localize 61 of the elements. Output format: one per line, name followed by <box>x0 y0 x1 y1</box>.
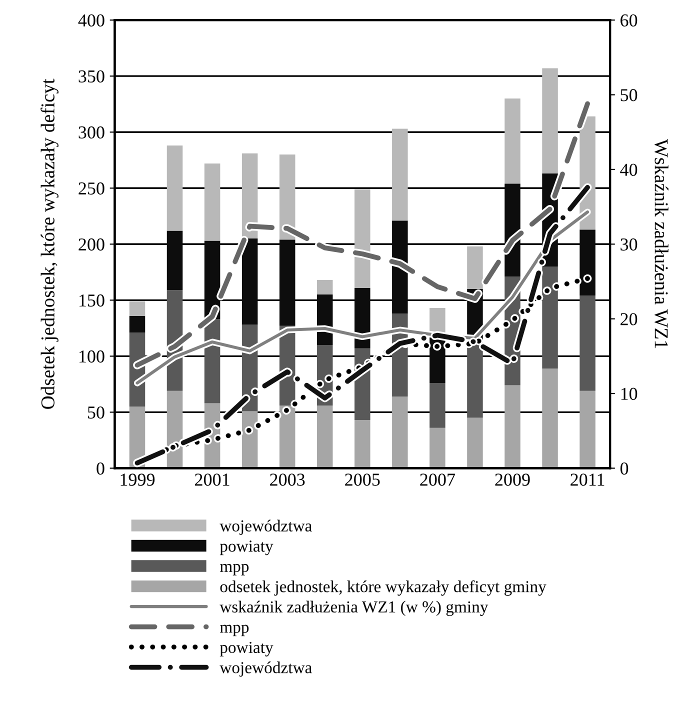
legend-label: powiaty <box>220 540 274 556</box>
x-tick-label: 2009 <box>495 474 530 486</box>
y-tick-label: 300 <box>78 126 104 139</box>
legend-label: województwa <box>220 662 312 677</box>
y2-tick-label: 20 <box>620 313 638 326</box>
bar <box>166 146 183 231</box>
bar <box>279 240 296 326</box>
bar <box>129 301 146 316</box>
y-axis-title: Odsetek jednostek, które wykazały deficyt <box>40 78 58 409</box>
bar <box>580 296 596 391</box>
bar <box>430 383 446 428</box>
bar <box>580 390 596 468</box>
bar <box>542 266 558 368</box>
x-tick-label: 2003 <box>270 474 305 486</box>
y-tick-label: 400 <box>78 14 104 27</box>
x-tick-label: 2001 <box>195 474 230 486</box>
bar <box>504 385 520 468</box>
bar <box>542 68 558 174</box>
x-tick-label: 2005 <box>345 474 380 486</box>
legend-label: powiaty <box>220 642 274 656</box>
bar <box>467 418 483 468</box>
bar <box>392 128 408 221</box>
legend-label: województwa <box>220 520 312 535</box>
y2-tick-label: 60 <box>620 14 638 27</box>
bar <box>354 189 370 288</box>
legend-label: mpp <box>220 564 249 576</box>
bar <box>430 428 446 468</box>
bar <box>354 420 370 468</box>
bar <box>242 153 258 239</box>
legend-label: mpp <box>220 624 249 636</box>
bar <box>316 405 333 468</box>
bar <box>504 98 520 184</box>
y-tick-label: 250 <box>78 182 104 195</box>
legend-label: odsetek jednostek, które wykazały deficyt gminy <box>220 580 546 596</box>
bar <box>204 163 220 241</box>
bar <box>242 238 258 325</box>
bar <box>580 230 596 296</box>
y2-tick-label: 10 <box>621 388 638 400</box>
y-tick-label: 0 <box>96 462 104 475</box>
y2-tick-label: 40 <box>620 164 638 176</box>
y2-tick-label: 50 <box>620 89 638 102</box>
legend-label: wskaźnik zadłużenia WZ1 (w %) gminy <box>220 600 488 616</box>
bar <box>542 368 558 468</box>
y-tick-label: 350 <box>78 70 104 83</box>
bar <box>166 230 183 290</box>
y2-tick-label: 30 <box>620 238 638 251</box>
y-tick-label: 50 <box>88 406 104 419</box>
y-tick-label: 100 <box>80 350 104 363</box>
y2-axis-title: Wskaźnik zadłużenia WZ1 <box>654 139 668 348</box>
x-tick-label: 2011 <box>570 474 604 486</box>
bar <box>392 396 408 468</box>
bar <box>129 316 146 333</box>
x-tick-label: 2007 <box>420 474 455 486</box>
bar <box>467 246 483 289</box>
bar <box>392 220 408 314</box>
y-tick-label: 150 <box>80 294 104 307</box>
y2-tick-label: 0 <box>620 462 628 475</box>
bar <box>279 154 296 240</box>
y-tick-label: 200 <box>78 238 104 251</box>
bar <box>316 280 333 295</box>
x-tick-label: 1999 <box>120 474 155 486</box>
